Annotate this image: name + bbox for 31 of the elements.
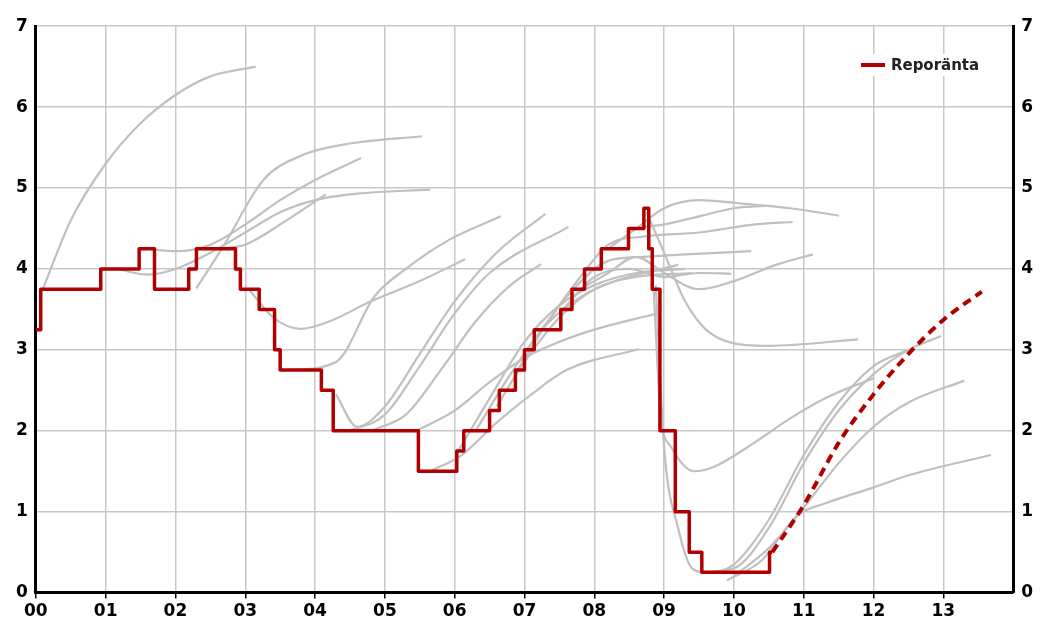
y-tick-label: 0 [15,581,28,602]
y-tick-label: 3 [15,338,28,359]
x-tick-label: 02 [163,600,188,621]
x-tick-label: 01 [93,600,118,621]
x-tick-label: 05 [373,600,397,621]
x-tick-label: 06 [442,600,467,621]
y-tick-label: 4 [15,257,28,278]
x-tick-label: 03 [233,600,258,621]
x-tick-label: 12 [861,600,886,621]
y2-tick-label: 3 [1021,338,1034,359]
x-tick-label: 07 [512,600,537,621]
x-tick-label: 10 [722,600,746,621]
x-tick-label: 13 [931,600,956,621]
y2-tick-label: 4 [1021,257,1034,278]
y2-tick-label: 6 [1021,95,1034,116]
x-tick-label: 08 [582,600,607,621]
y-tick-label: 6 [15,95,28,116]
x-tick-label: 00 [23,600,48,621]
y-tick-label: 2 [15,419,28,440]
y-tick-label: 1 [15,500,28,521]
y2-tick-label: 7 [1021,14,1034,35]
y2-tick-label: 2 [1021,419,1034,440]
y2-tick-label: 5 [1021,176,1034,197]
y2-tick-label: 1 [1021,500,1034,521]
legend-label: Reporänta [890,56,980,75]
x-tick-label: 09 [652,600,676,621]
y-tick-label: 5 [15,176,28,197]
x-tick-label: 11 [791,600,816,621]
x-tick-label: 04 [303,600,328,621]
y2-tick-label: 0 [1021,581,1034,602]
y-tick-label: 7 [15,14,28,35]
